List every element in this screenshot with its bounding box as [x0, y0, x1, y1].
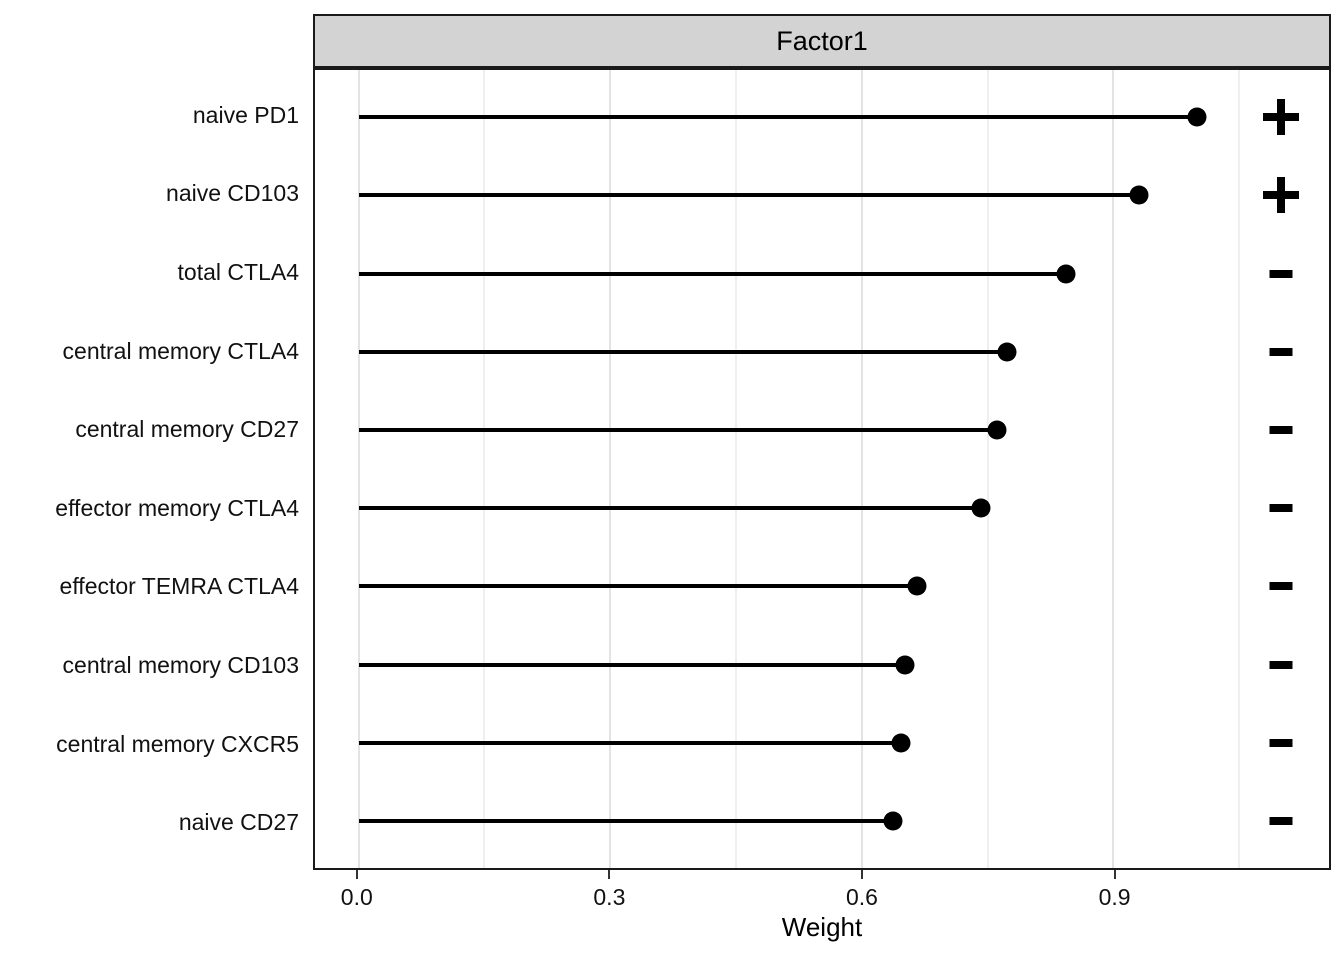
lollipop-row [315, 78, 1329, 156]
lollipop-stem [358, 115, 1198, 120]
x-tick-mark [1113, 870, 1116, 879]
facet-title: Factor1 [776, 25, 868, 56]
minus-sign-icon [1269, 269, 1293, 278]
lollipop-stem [358, 740, 902, 745]
lollipop-row [315, 704, 1329, 782]
lollipop-dot [891, 733, 911, 753]
lollipop-dot [883, 811, 903, 831]
minus-sign-icon [1269, 582, 1293, 591]
y-axis-labels: naive PD1 naive CD103 total CTLA4 central m… [0, 68, 299, 870]
lollipop-stem [358, 506, 981, 511]
gridline-major [357, 70, 360, 868]
x-axis-title: Weight [781, 912, 863, 942]
lollipop-row [315, 313, 1329, 391]
lollipop-dot [987, 420, 1007, 440]
gridline-major [860, 70, 863, 868]
gridline-major [609, 70, 612, 868]
facet-strip: Factor1 [313, 14, 1331, 68]
lollipop-dot [1056, 264, 1076, 283]
y-axis-label: naive CD103 [166, 180, 299, 207]
y-axis-label: total CTLA4 [177, 258, 299, 285]
lollipop-dot [997, 342, 1017, 362]
lollipop-stem [358, 818, 893, 823]
minus-sign-icon [1269, 660, 1293, 669]
lollipop-rows [315, 70, 1329, 868]
lollipop-dot [907, 576, 927, 596]
y-axis-label: effector TEMRA CTLA4 [59, 573, 299, 600]
plus-sign-icon [1263, 99, 1299, 135]
x-tick-label: 0.9 [1098, 884, 1131, 910]
lollipop-dot [895, 655, 915, 675]
y-axis-label: central memory CTLA4 [62, 337, 299, 364]
gridlines [315, 70, 1329, 868]
lollipop-dot [1129, 185, 1149, 205]
lollipop-row [315, 156, 1329, 234]
lollipop-stem [358, 193, 1139, 198]
lollipop-stem [358, 271, 1067, 276]
lollipop-stem [358, 662, 905, 667]
minus-sign-icon [1269, 816, 1293, 825]
gridline-major [1112, 70, 1115, 868]
plus-sign-icon [1263, 177, 1299, 213]
lollipop-dot [1187, 107, 1207, 127]
lollipop-row [315, 234, 1329, 312]
lollipop-row [315, 469, 1329, 547]
y-axis-label: naive CD27 [178, 809, 299, 836]
lollipop-stem [358, 427, 997, 432]
y-axis-label: naive PD1 [192, 101, 299, 128]
lollipop-row [315, 547, 1329, 625]
x-tick-mark [355, 870, 358, 879]
minus-sign-icon [1269, 347, 1293, 356]
lollipop-row [315, 625, 1329, 703]
x-tick-label: 0.0 [340, 884, 373, 910]
minus-sign-icon [1269, 738, 1293, 747]
y-axis-label: central memory CD27 [75, 416, 299, 443]
x-axis: 0.0 0.3 0.6 0.9 [313, 870, 1331, 934]
minus-sign-icon [1269, 425, 1293, 434]
lollipop-stem [358, 349, 1007, 354]
y-axis-label: central memory CXCR5 [56, 730, 299, 757]
x-tick-mark [608, 870, 611, 879]
gridline-minor [986, 70, 989, 868]
lollipop-stem [358, 584, 918, 589]
y-axis-label: effector memory CTLA4 [55, 494, 299, 521]
gridline-minor [1238, 70, 1241, 868]
plot-panel [313, 68, 1331, 870]
minus-sign-icon [1269, 504, 1293, 513]
lollipop-row [315, 782, 1329, 860]
x-tick-label: 0.3 [593, 884, 626, 910]
y-axis-label: central memory CD103 [62, 651, 299, 678]
x-tick-label: 0.6 [845, 884, 878, 910]
x-tick-mark [860, 870, 863, 879]
gridline-minor [735, 70, 738, 868]
gridline-minor [483, 70, 486, 868]
lollipop-row [315, 391, 1329, 469]
lollipop-dot [971, 498, 991, 518]
